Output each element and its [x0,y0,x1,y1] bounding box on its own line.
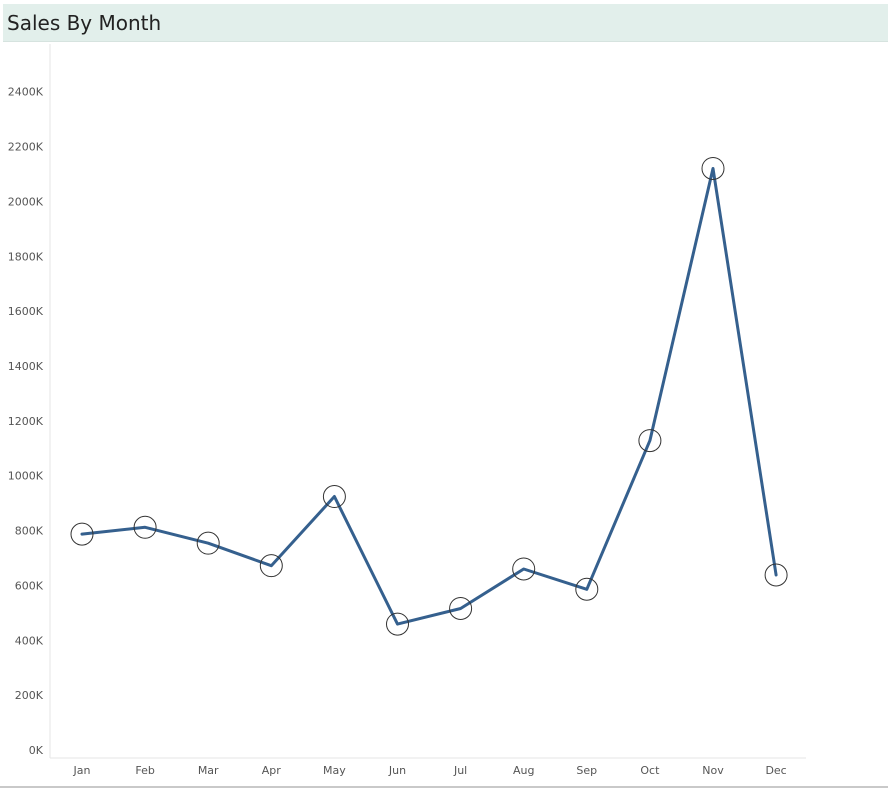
x-axis: Jan Feb Mar Apr May Jun Jul Aug Sep Oct Nov Dec [50,757,806,777]
data-point-marker[interactable] [322,485,346,509]
data-point-marker[interactable] [764,563,788,587]
data-point-marker[interactable] [133,515,157,539]
x-tick-label: May [323,764,346,777]
x-tick-label: Apr [262,764,282,777]
x-tick-label: Aug [513,764,534,777]
data-point-marker[interactable] [638,429,662,453]
data-point-marker[interactable] [386,612,409,636]
marker-layer [70,156,788,636]
y-tick-label: 1400K [8,360,44,373]
title-bar: Sales By Month [3,4,888,42]
y-tick-label: 1000K [8,470,44,483]
y-tick-label: 2200K [8,141,44,154]
data-point-marker[interactable] [196,531,220,555]
x-tick-label: Mar [198,764,219,777]
y-tick-label: 0K [29,744,44,757]
series-line [80,167,778,626]
y-tick-label: 800K [15,525,44,538]
data-point-marker[interactable] [449,596,473,620]
y-axis: 0K 200K 400K 600K 800K 1000K 1200K 1400K 1600K 18… [8,44,51,758]
x-tick-label: Jul [453,764,467,777]
y-tick-label: 2400K [8,86,44,99]
y-tick-label: 200K [15,689,44,702]
x-tick-label: Oct [640,764,660,777]
y-tick-label: 400K [15,634,44,647]
data-point-marker[interactable] [575,577,599,601]
series-layer [80,167,778,626]
y-tick-label: 1800K [8,250,44,263]
y-tick-label: 600K [15,579,44,592]
x-tick-label: Sep [576,764,597,777]
x-tick-label: Jun [388,764,406,777]
data-point-marker[interactable] [512,557,536,581]
y-tick-label: 2000K [8,195,44,208]
data-point-marker[interactable] [259,554,283,578]
data-point-marker[interactable] [70,522,94,546]
x-tick-label: Jan [73,764,91,777]
x-tick-label: Nov [702,764,724,777]
x-tick-label: Feb [135,764,154,777]
y-tick-label: 1600K [8,305,44,318]
bottom-divider [0,786,888,788]
chart-title: Sales By Month [7,11,162,35]
y-tick-label: 1200K [8,415,44,428]
x-tick-label: Dec [765,764,786,777]
data-point-marker[interactable] [701,156,725,180]
